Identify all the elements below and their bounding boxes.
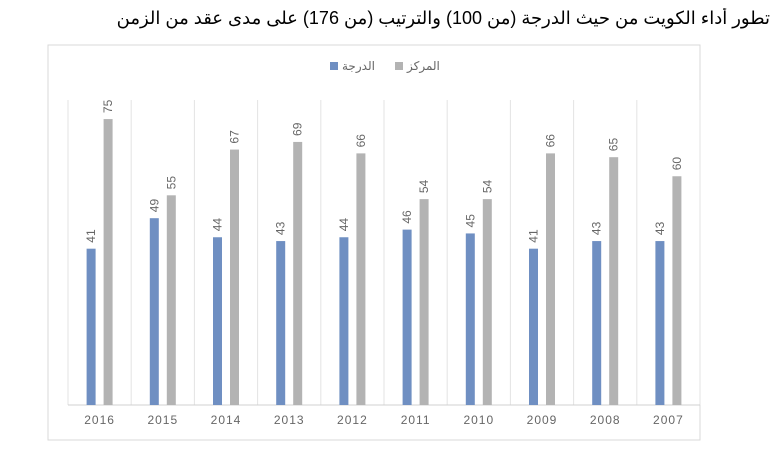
data-label: 67 — [228, 130, 242, 144]
legend-label: الدرجة — [342, 59, 375, 74]
bar — [230, 149, 239, 405]
x-tick-label: 2015 — [147, 413, 178, 427]
x-tick-label: 2014 — [211, 413, 242, 427]
data-label: 43 — [653, 221, 667, 235]
bar — [529, 248, 538, 405]
x-tick-label: 2010 — [463, 413, 494, 427]
x-tick-label: 2012 — [337, 413, 368, 427]
data-label: 44 — [211, 218, 225, 232]
data-label: 66 — [544, 134, 558, 148]
data-label: 45 — [463, 214, 477, 228]
bar — [166, 195, 176, 405]
data-label: 60 — [670, 157, 684, 171]
bar — [672, 176, 682, 405]
data-label: 66 — [354, 134, 368, 148]
bar — [655, 241, 665, 405]
chart-title: تطور أداء الكويت من حيث الدرجة (من 100) … — [116, 8, 770, 28]
data-label: 69 — [291, 122, 305, 136]
bar — [276, 241, 286, 405]
x-tick-label: 2009 — [527, 413, 558, 427]
bar — [103, 119, 113, 405]
data-label: 43 — [590, 221, 604, 235]
bar — [339, 237, 349, 405]
bar — [609, 157, 619, 405]
legend-swatch — [395, 62, 403, 70]
bar — [86, 248, 96, 405]
legend-label: المركز — [406, 59, 440, 74]
x-tick-label: 2011 — [401, 413, 431, 427]
chart-frame — [47, 44, 701, 441]
data-label: 44 — [337, 218, 351, 232]
x-tick-label: 2008 — [590, 413, 621, 427]
data-label: 41 — [84, 229, 98, 243]
x-tick-label: 2016 — [84, 413, 115, 427]
data-label: 49 — [147, 199, 161, 213]
bar — [213, 237, 222, 405]
data-label: 55 — [164, 176, 178, 190]
bar — [419, 199, 429, 405]
data-label: 65 — [607, 138, 621, 152]
bar — [149, 218, 159, 405]
x-tick-label: 2013 — [274, 413, 305, 427]
bar — [402, 229, 412, 405]
bar — [465, 233, 475, 405]
bar — [592, 241, 602, 405]
data-label: 54 — [480, 179, 494, 193]
data-label: 75 — [101, 99, 115, 113]
data-label: 43 — [274, 221, 288, 235]
bar — [293, 141, 303, 405]
data-label: 54 — [417, 179, 431, 193]
x-tick-label: 2007 — [653, 413, 684, 427]
bar — [546, 153, 555, 405]
bar — [356, 153, 366, 405]
data-label: 41 — [527, 229, 541, 243]
legend-swatch — [330, 62, 338, 70]
bar — [482, 199, 492, 405]
data-label: 46 — [400, 210, 414, 224]
